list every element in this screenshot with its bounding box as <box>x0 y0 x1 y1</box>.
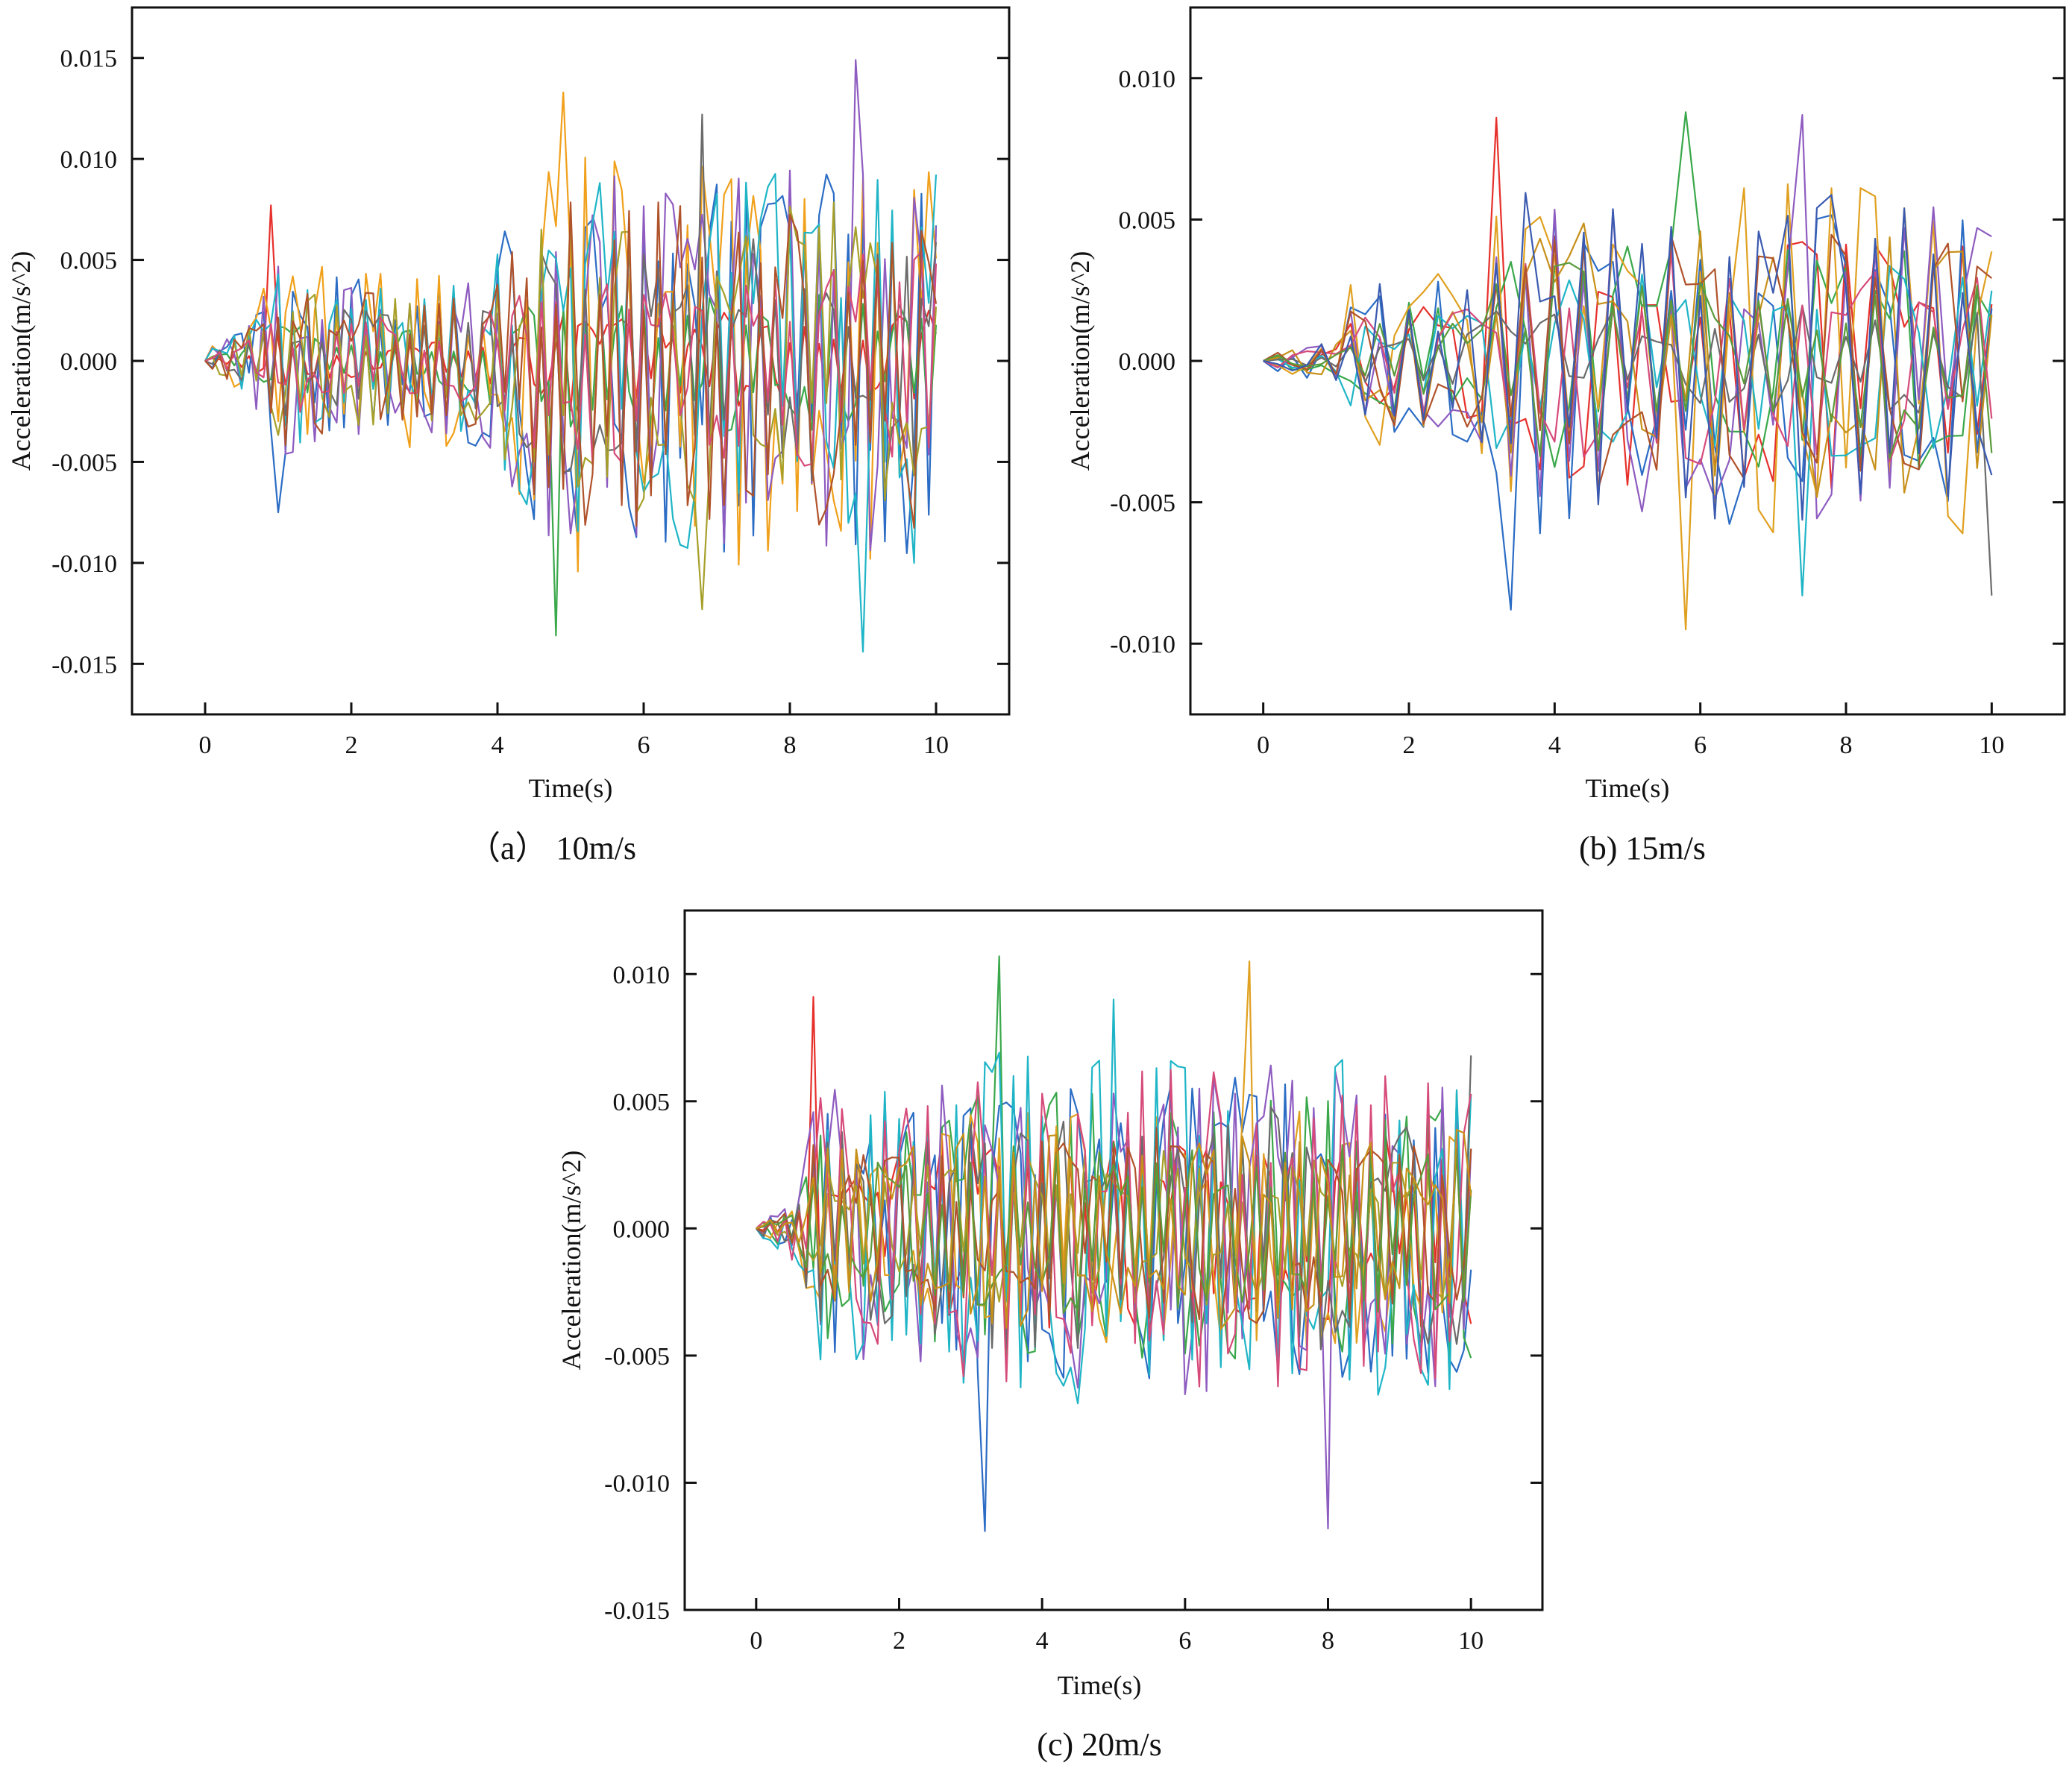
y-tick-label: 0.000 <box>613 1215 671 1243</box>
y-tick-label: 0.010 <box>60 146 118 174</box>
y-axis-label: Acceleration(m/s^2) <box>6 251 36 471</box>
y-tick-label: -0.005 <box>51 449 117 476</box>
panel-a-10ms: 0 2 4 6 8 10 -0.015 -0.010 -0.005 0.000 0.005 0.010… <box>6 6 1011 866</box>
series-line <box>1263 183 1993 631</box>
y-tick-label: 0.000 <box>60 348 118 376</box>
y-tick-label: 0.005 <box>1119 207 1176 234</box>
x-tick-label: 0 <box>750 1627 762 1655</box>
y-tick-label: -0.015 <box>604 1597 670 1625</box>
x-tick-label: 6 <box>638 732 650 759</box>
y-tick-label: 0.005 <box>60 248 118 275</box>
series-line <box>204 251 938 467</box>
x-tick-label: 8 <box>1322 1627 1334 1655</box>
y-tick-label: -0.005 <box>1110 490 1175 518</box>
x-tick-label: 2 <box>893 1627 905 1655</box>
plot-frame <box>1189 6 2066 716</box>
series-line <box>204 201 938 529</box>
x-tick-label: 8 <box>1840 732 1853 759</box>
series-line <box>756 1127 1472 1329</box>
y-tick-label: 0.015 <box>60 45 118 73</box>
ticks-layer: 0 2 4 6 8 10 -0.015 -0.010 -0.005 0.000 0.005 0.010… <box>51 45 1009 759</box>
x-axis-label: Time(s) <box>529 773 613 803</box>
series-layer <box>204 59 938 653</box>
series-line <box>1263 250 1993 465</box>
y-tick-label: 0.010 <box>613 961 671 989</box>
y-tick-label: 0.000 <box>1119 348 1176 376</box>
plot-frame <box>683 909 1544 1611</box>
panel-caption: （a） 10m/s <box>468 830 636 866</box>
x-tick-label: 6 <box>1178 1627 1191 1655</box>
y-tick-label: -0.015 <box>51 651 117 679</box>
x-tick-label: 10 <box>923 732 949 759</box>
series-layer <box>755 955 1472 1532</box>
x-tick-label: 10 <box>1458 1627 1484 1655</box>
series-line <box>1263 262 1993 459</box>
x-tick-label: 0 <box>199 732 212 759</box>
y-tick-label: -0.010 <box>51 550 117 578</box>
series-line <box>756 1144 1472 1315</box>
x-tick-label: 10 <box>1979 732 2004 759</box>
x-tick-label: 4 <box>1036 1627 1049 1655</box>
x-tick-label: 6 <box>1694 732 1707 759</box>
y-tick-label: -0.010 <box>1110 631 1175 658</box>
y-axis-label: Acceleration(m/s^2) <box>556 1151 586 1371</box>
y-tick-label: -0.010 <box>604 1470 670 1497</box>
series-line <box>756 1129 1472 1330</box>
x-axis-label: Time(s) <box>1586 773 1670 803</box>
x-tick-label: 4 <box>492 732 504 759</box>
panel-b-15ms: 0 2 4 6 8 10 -0.010 -0.005 0.000 0.005 0.010 Time(… <box>1065 6 2066 866</box>
x-tick-label: 2 <box>345 732 358 759</box>
series-line <box>1263 192 1993 521</box>
ticks-layer: 0 2 4 6 8 10 -0.010 -0.005 0.000 0.005 0.010 <box>1110 66 2065 759</box>
series-line <box>1263 114 1992 520</box>
x-tick-label: 2 <box>1403 732 1416 759</box>
series-line <box>204 288 938 637</box>
series-line <box>204 91 938 573</box>
y-tick-label: 0.010 <box>1119 66 1176 93</box>
panel-c-20ms: 0 2 4 6 8 10 -0.015 -0.010 -0.005 0.000 0.005 0.010… <box>556 909 1544 1763</box>
ticks-layer: 0 2 4 6 8 10 -0.015 -0.010 -0.005 0.000 0.005 0.010 <box>604 961 1542 1655</box>
x-axis-label: Time(s) <box>1058 1670 1142 1700</box>
series-line <box>756 1064 1472 1529</box>
panel-caption: (b) 15m/s <box>1579 830 1706 866</box>
series-layer <box>1263 111 1993 631</box>
y-tick-label: 0.005 <box>613 1089 671 1116</box>
series-line <box>1263 265 1993 597</box>
x-tick-label: 0 <box>1257 732 1269 759</box>
panel-caption: (c) 20m/s <box>1037 1726 1161 1763</box>
y-tick-label: -0.005 <box>604 1343 670 1371</box>
x-tick-label: 8 <box>784 732 797 759</box>
x-tick-label: 4 <box>1548 732 1561 759</box>
y-axis-label: Acceleration(m/s^2) <box>1065 251 1095 471</box>
